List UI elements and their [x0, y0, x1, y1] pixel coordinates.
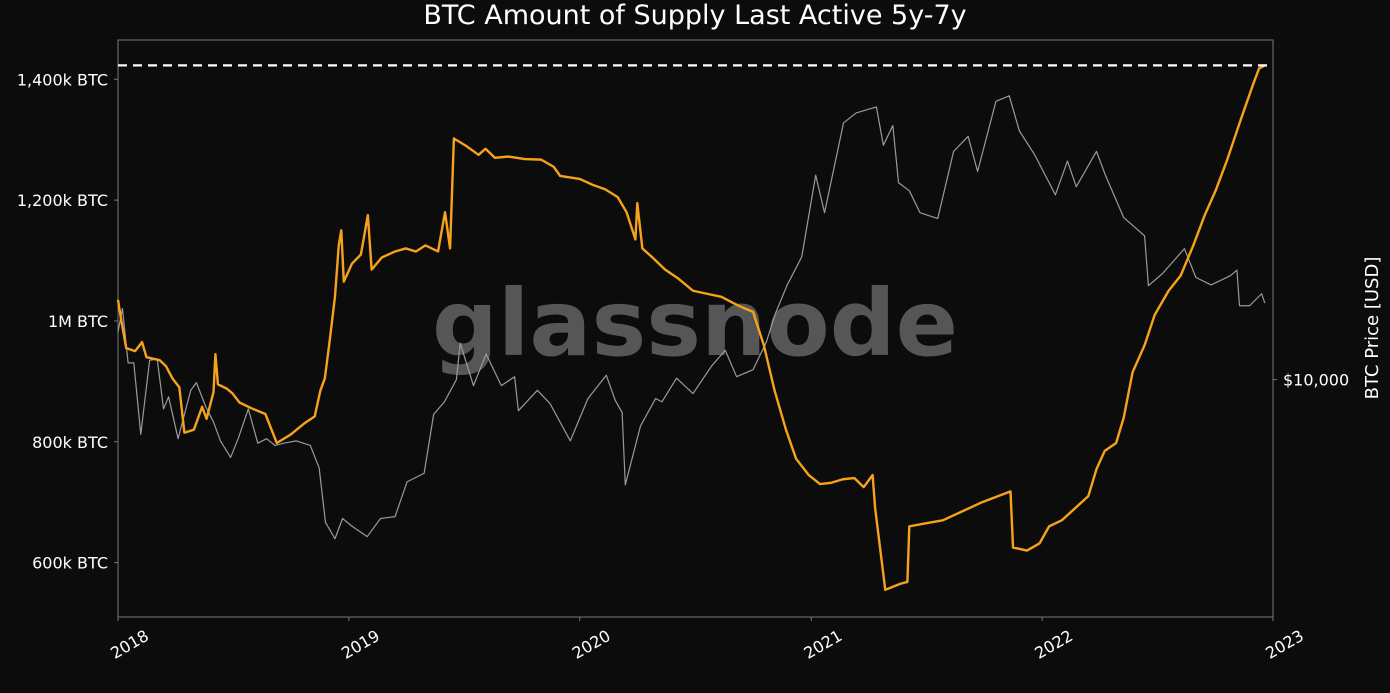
right-tick-label: $10,000: [1283, 371, 1349, 390]
right-axis-ticks: $10,000: [1273, 371, 1349, 390]
supply-5y-7y-line: [116, 64, 1266, 592]
left-tick-label: 800k BTC: [32, 433, 108, 452]
right-axis-label: BTC Price [USD]: [1362, 257, 1383, 400]
series-layer: [116, 64, 1273, 592]
watermark: glassnode: [432, 270, 958, 377]
plot-area: [117, 39, 1274, 618]
chart-title: BTC Amount of Supply Last Active 5y-7y: [423, 0, 966, 31]
left-tick-label: 1M BTC: [48, 312, 108, 331]
left-axis-ticks: 600k BTC 800k BTC 1M BTC 1,200k BTC 1,400k B…: [17, 70, 118, 573]
left-tick-label: 1,400k BTC: [17, 70, 108, 89]
btc-price-line: [117, 95, 1266, 540]
left-tick-label: 600k BTC: [32, 554, 108, 573]
left-tick-label: 1,200k BTC: [17, 191, 108, 210]
